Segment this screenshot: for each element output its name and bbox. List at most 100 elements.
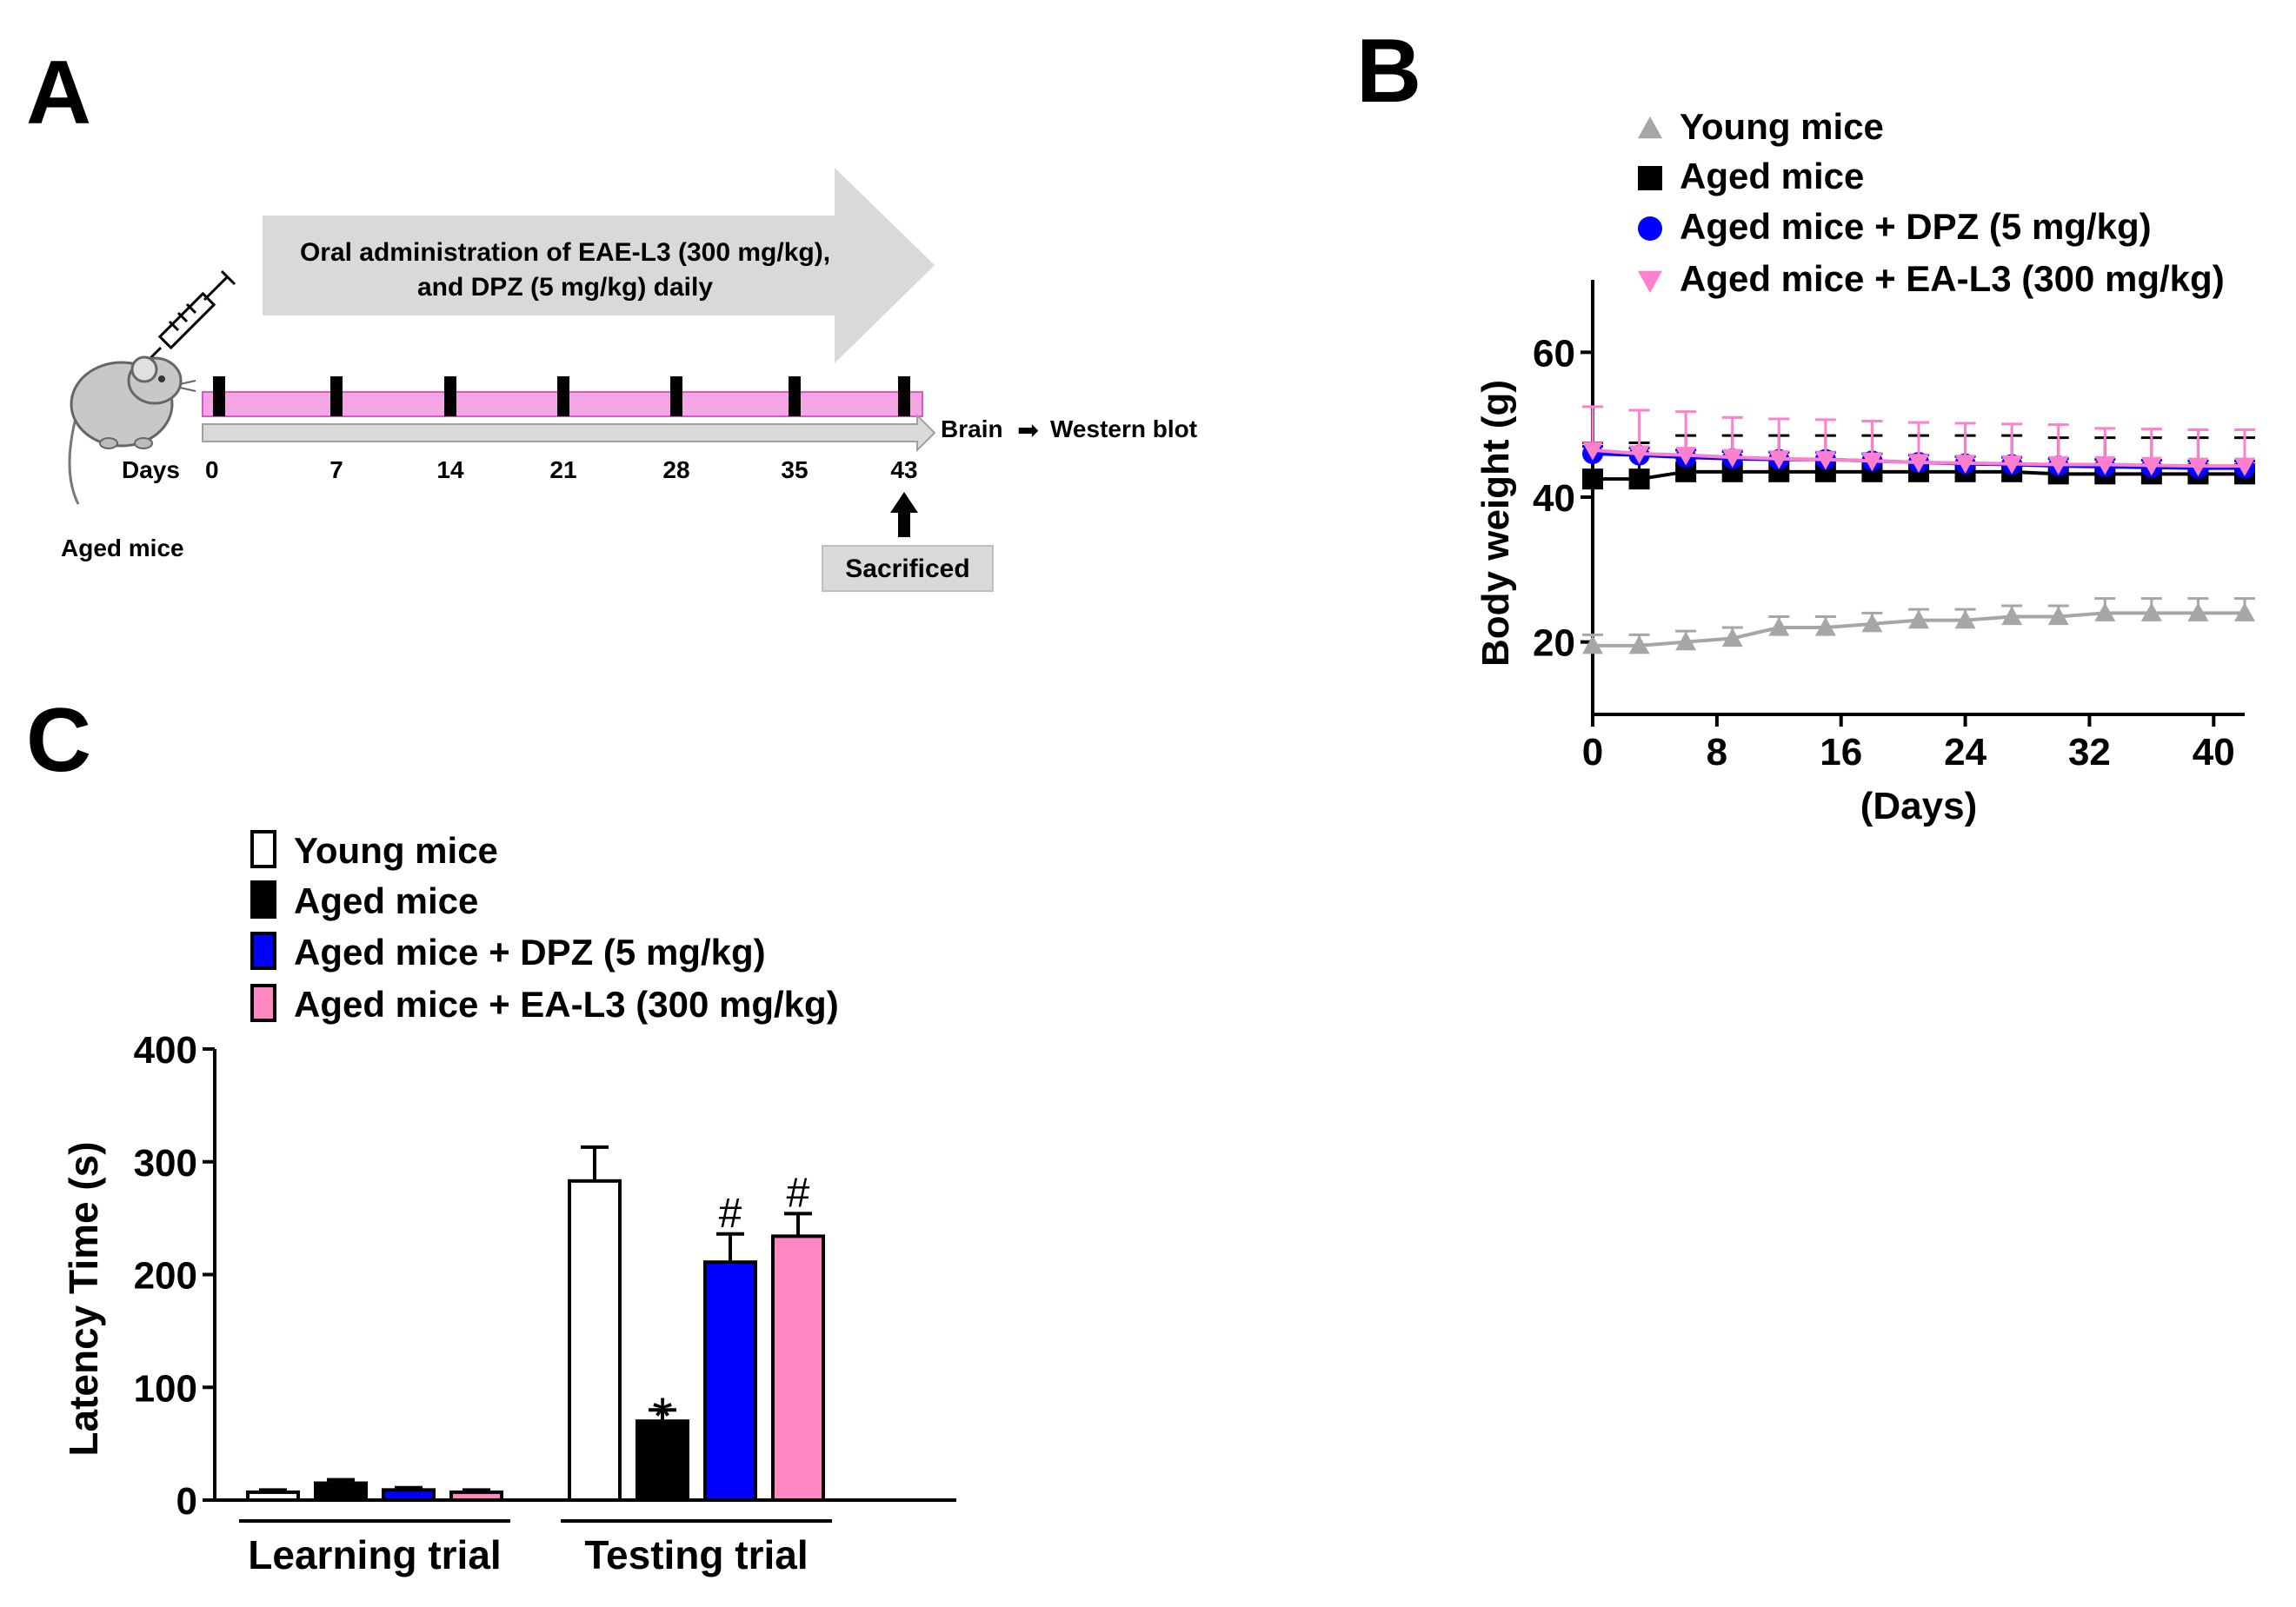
day-tick-label: 14 bbox=[436, 456, 464, 483]
body-weight-y-axis-label: Body weight (g) bbox=[1474, 380, 1517, 667]
day-tick-mark bbox=[330, 376, 343, 416]
bar-group bbox=[382, 1485, 436, 1503]
day-tick-label: 0 bbox=[205, 456, 219, 483]
latency-bars: * # # bbox=[246, 1145, 825, 1503]
bar-group bbox=[314, 1478, 368, 1502]
day-tick-mark bbox=[898, 376, 910, 416]
x-tick-label: 24 bbox=[1944, 731, 1987, 774]
significance-marker: # bbox=[719, 1191, 742, 1237]
bar-group: # bbox=[771, 1170, 825, 1502]
body-weight-x-axis-label: (Days) bbox=[1860, 785, 1978, 827]
day-tick-mark bbox=[213, 376, 225, 416]
legend-label: Aged mice + DPZ (5 mg/kg) bbox=[294, 932, 766, 973]
x-tick-label: 32 bbox=[2068, 731, 2111, 774]
legend-marker bbox=[1638, 116, 1662, 139]
x-tick-label: 16 bbox=[1820, 731, 1862, 774]
data-point bbox=[1814, 617, 1836, 636]
x-tick-label: 40 bbox=[2193, 731, 2235, 774]
data-point bbox=[1768, 450, 1790, 469]
y-tick-label: 0 bbox=[176, 1480, 197, 1523]
endpoint-arrow-icon: ➡ bbox=[1017, 416, 1039, 445]
sacrificed-box bbox=[822, 545, 994, 592]
legend-label: Aged mice + DPZ (5 mg/kg) bbox=[1680, 206, 2152, 247]
day-tick-label: 35 bbox=[781, 456, 808, 483]
data-point bbox=[1954, 609, 1976, 629]
bar bbox=[568, 1179, 622, 1502]
body-weight-series bbox=[1582, 405, 2255, 654]
data-point bbox=[2001, 455, 2023, 475]
data-point bbox=[1768, 617, 1790, 636]
y-tick-label: 300 bbox=[134, 1142, 197, 1185]
data-point bbox=[2187, 602, 2209, 621]
data-point bbox=[1814, 451, 1836, 470]
day-tick-label: 28 bbox=[662, 456, 689, 483]
panel-b-letter: B bbox=[1356, 21, 1422, 122]
data-point bbox=[1861, 452, 1883, 472]
syringe-icon bbox=[146, 269, 236, 362]
data-point bbox=[2094, 602, 2116, 621]
significance-marker: # bbox=[787, 1170, 810, 1216]
legend-label: Young mice bbox=[1680, 106, 1884, 147]
y-tick-label: 200 bbox=[134, 1255, 197, 1298]
bar bbox=[703, 1260, 757, 1503]
significance-marker: * bbox=[652, 1387, 672, 1445]
bar-group bbox=[246, 1488, 300, 1502]
data-point bbox=[1954, 455, 1976, 474]
arrow-text-line2: and DPZ (5 mg/kg) daily bbox=[417, 273, 713, 302]
bar bbox=[246, 1490, 300, 1502]
day-tick-label: 7 bbox=[329, 456, 343, 483]
data-point bbox=[2047, 606, 2069, 626]
panel-a-letter: A bbox=[26, 43, 92, 143]
latency-y-axis-label: Latency Time (s) bbox=[61, 1141, 106, 1456]
data-point bbox=[2047, 455, 2069, 475]
legend-marker bbox=[1638, 216, 1662, 241]
administration-arrow bbox=[263, 168, 935, 363]
day-tick-marks bbox=[213, 376, 910, 416]
endpoint-brain: Brain bbox=[941, 415, 1003, 442]
bar-group bbox=[449, 1488, 503, 1502]
category-label: Learning trial bbox=[248, 1532, 501, 1577]
day-tick-mark bbox=[789, 376, 801, 416]
body-weight-legend: Young mice Aged mice Aged mice + DPZ (5 mg… bbox=[1638, 106, 2225, 299]
bar-group: * bbox=[636, 1387, 689, 1503]
data-point bbox=[1628, 634, 1650, 654]
day-tick-labels: 0 7 14 21 28 35 43 bbox=[205, 456, 918, 483]
sacrificed-label: Sacrificed bbox=[845, 554, 969, 583]
x-tick-label: 8 bbox=[1707, 731, 1727, 774]
sacrifice-arrow-icon bbox=[890, 492, 918, 537]
legend-swatch bbox=[250, 880, 276, 919]
data-point bbox=[1628, 468, 1650, 490]
y-tick-label: 100 bbox=[134, 1367, 197, 1410]
day-tick-mark bbox=[670, 376, 682, 416]
legend-swatch bbox=[250, 932, 276, 970]
y-tick-label: 40 bbox=[1533, 477, 1575, 520]
y-tick-label: 20 bbox=[1533, 622, 1575, 665]
data-point bbox=[1628, 445, 1650, 464]
bar bbox=[382, 1488, 436, 1503]
data-point bbox=[1908, 609, 1929, 629]
data-point bbox=[1675, 447, 1697, 466]
day-tick-mark bbox=[557, 376, 569, 416]
series-group bbox=[1582, 405, 2255, 477]
legend-label: Aged mice + EA-L3 (300 mg/kg) bbox=[1680, 258, 2225, 299]
panel-c-letter: C bbox=[26, 690, 92, 791]
data-point bbox=[2140, 456, 2162, 476]
x-tick-label: 0 bbox=[1582, 731, 1603, 774]
bar-group bbox=[568, 1145, 622, 1502]
mouse-icon bbox=[68, 355, 196, 505]
data-point bbox=[2187, 457, 2209, 477]
latency-legend: Young mice Aged mice Aged mice + DPZ (5 mg… bbox=[250, 830, 839, 1025]
legend-label: Aged mice bbox=[294, 880, 478, 921]
mouse-label: Aged mice bbox=[61, 535, 184, 561]
data-point bbox=[2234, 602, 2255, 621]
bar bbox=[314, 1481, 368, 1502]
latency-axes: 0 100 200 300 400 bbox=[134, 1029, 956, 1523]
legend-label: Aged mice + EA-L3 (300 mg/kg) bbox=[294, 984, 839, 1025]
legend-marker bbox=[1638, 166, 1662, 190]
data-point bbox=[1908, 454, 1929, 473]
day-tick-label: 21 bbox=[549, 456, 576, 483]
days-label: Days bbox=[122, 456, 180, 483]
legend-marker bbox=[1638, 270, 1662, 293]
